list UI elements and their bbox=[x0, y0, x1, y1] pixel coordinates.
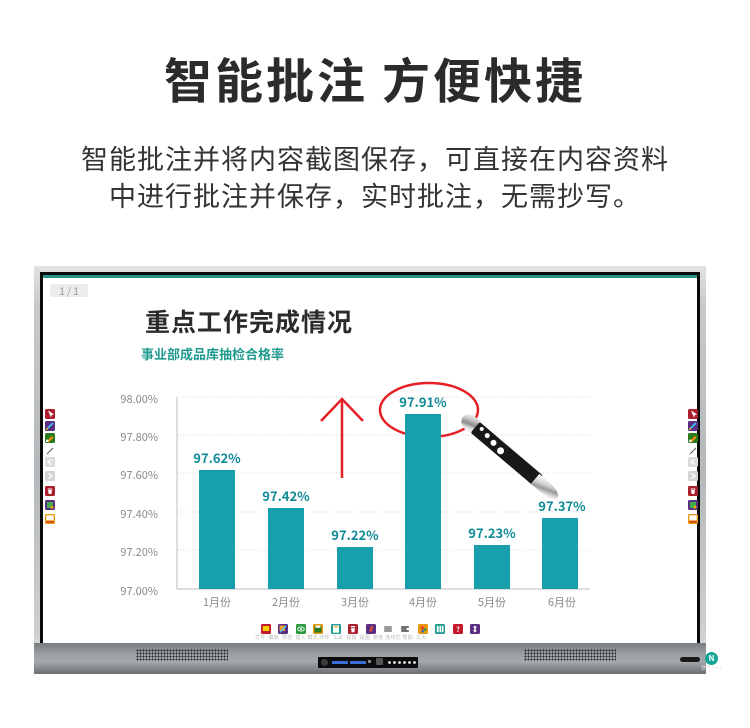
svg-text:?: ? bbox=[456, 625, 460, 634]
